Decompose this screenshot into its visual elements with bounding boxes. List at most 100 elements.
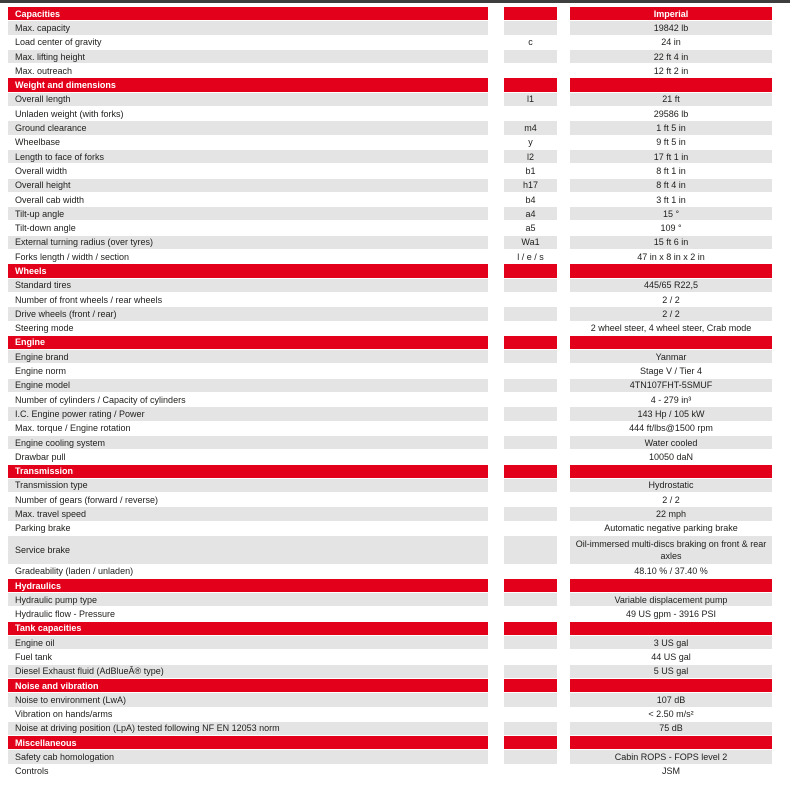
spec-label: Number of gears (forward / reverse) (15, 494, 159, 505)
spec-value: Oil-immersed multi-discs braking on fron… (570, 535, 772, 564)
spec-value: 44 US gal (651, 652, 691, 662)
spec-symbol (504, 322, 557, 335)
spec-row: Transmission type Hydrostatic (8, 478, 772, 493)
spec-label: Overall width (15, 165, 68, 176)
spec-label: Forks length / width / section (15, 251, 130, 262)
section-title: Tank capacities (8, 621, 488, 636)
spec-symbol (504, 493, 557, 506)
section-header-value-block (570, 78, 772, 92)
spec-value: 3 ft 1 in (656, 194, 686, 205)
spec-value: Variable displacement pump (570, 593, 772, 607)
spec-symbol: h17 (504, 178, 557, 192)
spec-symbol: c (528, 37, 533, 48)
spec-value: 17 ft 1 in (570, 149, 772, 164)
column-gap (557, 78, 570, 91)
section-title: Weight and dimensions (8, 78, 488, 92)
spec-label: Gradeability (laden / unladen) (15, 566, 134, 577)
column-gap (557, 522, 570, 535)
spec-symbol (504, 664, 557, 678)
spec-label: Engine norm (15, 366, 67, 377)
spec-symbol: l1 (504, 92, 557, 107)
column-gap (557, 136, 570, 149)
spec-symbol (504, 708, 557, 721)
column-gap (488, 250, 504, 263)
spec-symbol (504, 107, 557, 120)
spec-label: Vibration on hands/arms (15, 709, 113, 720)
column-gap (488, 307, 504, 320)
spec-value: 2 / 2 (570, 307, 772, 321)
spec-symbol (504, 450, 557, 463)
column-gap (488, 350, 504, 363)
column-gap (488, 379, 504, 392)
spec-symbol (504, 750, 557, 764)
spec-row: Safety cab homologation Cabin ROPS - FOPS… (8, 750, 772, 764)
section-title: Engine (8, 335, 488, 350)
spec-label: Tilt-down angle (15, 223, 76, 234)
spec-symbol: Wa1 (504, 235, 557, 250)
spec-label: Hydraulic pump type (8, 593, 488, 607)
spec-row: Max. torque / Engine rotation 444 ft/lbs@… (8, 422, 772, 435)
spec-label: Max. travel speed (8, 507, 488, 521)
spec-value: 47 in x 8 in x 2 in (637, 251, 705, 262)
column-gap (488, 7, 504, 20)
column-gap (557, 536, 570, 564)
spec-label: Max. lifting height (8, 49, 488, 64)
spec-label: Diesel Exhaust fluid (AdBlueÂ® type) (8, 664, 488, 678)
column-gap (488, 293, 504, 306)
column-gap (488, 622, 504, 635)
spec-symbol (504, 693, 557, 707)
spec-value: 22 ft 4 in (570, 49, 772, 64)
spec-value: Automatic negative parking brake (604, 523, 738, 534)
spec-symbol (504, 565, 557, 578)
spec-label: Engine cooling system (8, 435, 488, 450)
spec-label: Transmission type (8, 478, 488, 493)
spec-value: 21 ft (570, 92, 772, 107)
spec-label: Ground clearance (8, 121, 488, 135)
section-header-symbol-block (504, 264, 557, 278)
column-gap (557, 607, 570, 620)
spec-row: External turning radius (over tyres) Wa1 1… (8, 235, 772, 250)
column-gap (488, 179, 504, 192)
column-gap (557, 207, 570, 220)
spec-value: 8 ft 1 in (656, 165, 686, 176)
spec-label: Hydraulic flow - Pressure (15, 609, 116, 620)
spec-row: Wheelbase y 9 ft 5 in (8, 136, 772, 149)
column-gap (557, 650, 570, 663)
spec-value: 49 US gpm - 3916 PSI (625, 609, 717, 620)
column-gap (488, 364, 504, 377)
column-gap (557, 579, 570, 592)
spec-symbol: b4 (525, 194, 536, 205)
spec-value: 2 / 2 (662, 494, 680, 505)
column-gap (557, 465, 570, 478)
spec-row: I.C. Engine power rating / Power 143 Hp /… (8, 407, 772, 421)
spec-label: Number of front wheels / rear wheels (15, 294, 163, 305)
spec-row: Fuel tank 44 US gal (8, 650, 772, 663)
spec-symbol (504, 278, 557, 292)
spec-row: Hydraulic flow - Pressure 49 US gpm - 391… (8, 607, 772, 620)
spec-symbol (504, 507, 557, 521)
spec-value: 29586 lb (653, 108, 689, 119)
spec-row: Drive wheels (front / rear) 2 / 2 (8, 307, 772, 321)
spec-label: External turning radius (over tyres) (8, 235, 488, 250)
spec-row: Steering mode 2 wheel steer, 4 wheel stee… (8, 322, 772, 335)
spec-value: 8 ft 4 in (570, 178, 772, 192)
column-gap (557, 21, 570, 34)
section-header-value-block (570, 621, 772, 636)
spec-label: Unladen weight (with forks) (15, 108, 124, 119)
spec-row: Diesel Exhaust fluid (AdBlueÂ® type) 5 US… (8, 664, 772, 678)
column-gap (557, 93, 570, 106)
spec-value: < 2.50 m/s² (648, 709, 694, 720)
column-gap (488, 436, 504, 449)
column-gap (488, 36, 504, 49)
section-header-symbol-block (504, 464, 557, 478)
spec-label: Service brake (8, 535, 488, 564)
spec-symbol: b1 (525, 165, 536, 176)
spec-value: Cabin ROPS - FOPS level 2 (570, 750, 772, 764)
spec-label: Safety cab homologation (8, 750, 488, 764)
column-gap (557, 765, 570, 778)
spec-value: 15 ft 6 in (570, 235, 772, 250)
section-header-value-block (570, 578, 772, 593)
section-header-symbol-block (504, 678, 557, 693)
section-header-row: Hydraulics (8, 578, 772, 593)
column-gap (488, 607, 504, 620)
